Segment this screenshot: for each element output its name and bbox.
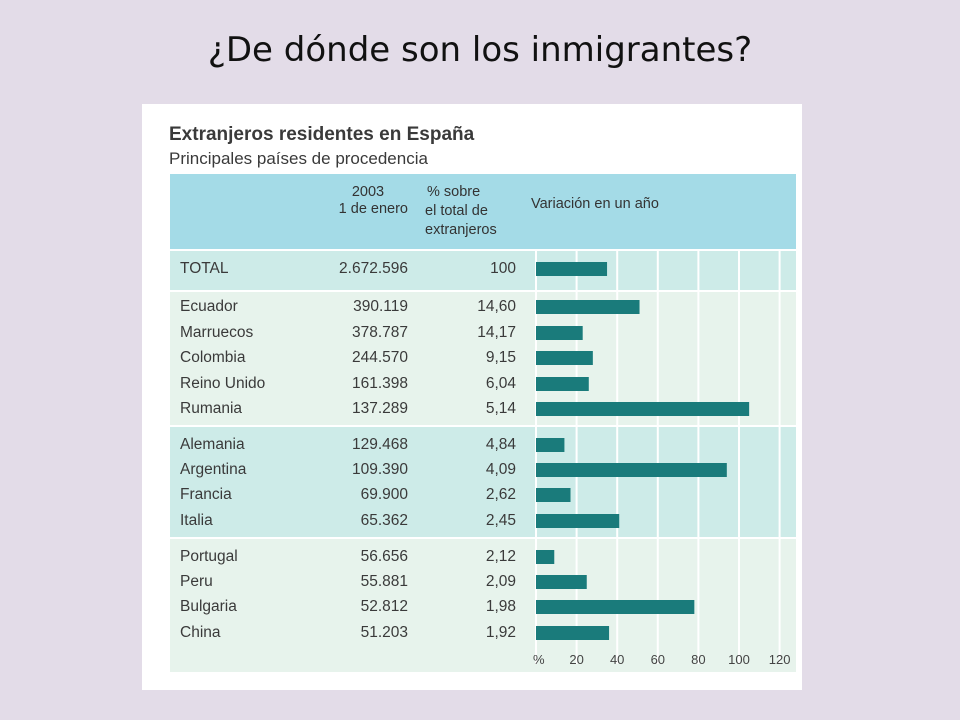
percent-value: 4,09 [485,461,516,478]
percent-value: 2,62 [485,486,516,503]
variation-bar [536,351,593,365]
band-group-2 [170,426,796,538]
residents-value: 109.390 [351,461,408,478]
variation-bar [536,438,565,452]
separator [170,425,796,427]
country-label: Reino Unido [180,375,266,392]
residents-value: 65.362 [360,512,408,529]
percent-value: 100 [490,260,516,277]
chart-card: Extranjeros residentes en España Princip… [142,104,802,690]
table-header [170,174,796,249]
variation-bar [536,626,610,640]
variation-bar-chart: % 20 40 60 80 100 120 [533,249,791,667]
country-label: Ecuador [180,298,238,315]
variation-bar [536,600,695,614]
country-label: Argentina [180,461,247,478]
percent-value: 2,09 [485,573,516,590]
residents-value: 56.656 [360,548,408,565]
separator [170,290,796,292]
residents-value: 55.881 [360,573,408,590]
percent-value: 2,12 [485,548,516,565]
axis-tick-label: 100 [728,652,750,667]
country-label: Rumania [180,400,243,417]
percent-value: 4,84 [485,436,516,453]
variation-bar [536,326,583,340]
country-label: Portugal [180,548,238,565]
residents-value: 51.203 [360,624,408,641]
axis-tick-label: 20 [569,652,583,667]
country-label: Bulgaria [180,598,237,615]
residents-value: 378.787 [351,324,408,341]
variation-bar [536,300,640,314]
chart-title: Extranjeros residentes en España [169,124,475,145]
residents-value: 161.398 [351,375,408,392]
axis-unit-label: % [533,652,545,667]
percent-value: 9,15 [485,349,516,366]
variation-bar [536,377,589,391]
percent-value: 5,14 [485,400,516,417]
country-label: Italia [180,512,213,529]
variation-bar [536,402,750,416]
country-label: Colombia [180,349,246,366]
residents-value: 52.812 [360,598,408,615]
percent-value: 2,45 [485,512,516,529]
percent-value: 14,17 [477,324,516,341]
axis-tick-label: 60 [651,652,665,667]
total-label: TOTAL [180,260,229,277]
residents-value: 129.468 [351,436,408,453]
header-variation: Variación en un año [531,196,659,212]
variation-bar [536,550,555,564]
variation-bar [536,488,571,502]
axis-tick-label: 80 [691,652,705,667]
percent-value: 6,04 [485,375,516,392]
percent-value: 14,60 [477,298,516,315]
country-label: Marruecos [180,324,254,341]
residents-value: 137.289 [351,400,408,417]
country-label: China [180,624,221,641]
country-label: Francia [180,486,232,503]
variation-bar [536,463,727,477]
residents-value: 390.119 [353,298,408,315]
residents-value: 244.570 [351,349,408,366]
header-pct-line3: extranjeros [425,222,497,238]
percent-value: 1,92 [485,624,516,641]
chart-subtitle: Principales países de procedencia [169,149,428,168]
residents-value: 2.672.596 [339,260,408,277]
country-label: Alemania [180,436,245,453]
header-year: 2003 [351,184,385,200]
variation-bar [536,262,608,276]
separator [170,537,796,539]
country-label: Peru [180,573,213,590]
header-pct-line1: % sobre [427,184,481,200]
variation-bar [536,575,587,589]
axis-tick-label: 120 [769,652,791,667]
residents-value: 69.900 [360,486,408,503]
band-total [170,251,796,291]
variation-bar [536,514,620,528]
axis-tick-label: 40 [610,652,624,667]
percent-value: 1,98 [485,598,516,615]
header-pct-line2: el total de [425,203,488,219]
slide-title: ¿De dónde son los inmigrantes? [207,30,753,70]
header-date: 1 de enero [338,201,408,217]
